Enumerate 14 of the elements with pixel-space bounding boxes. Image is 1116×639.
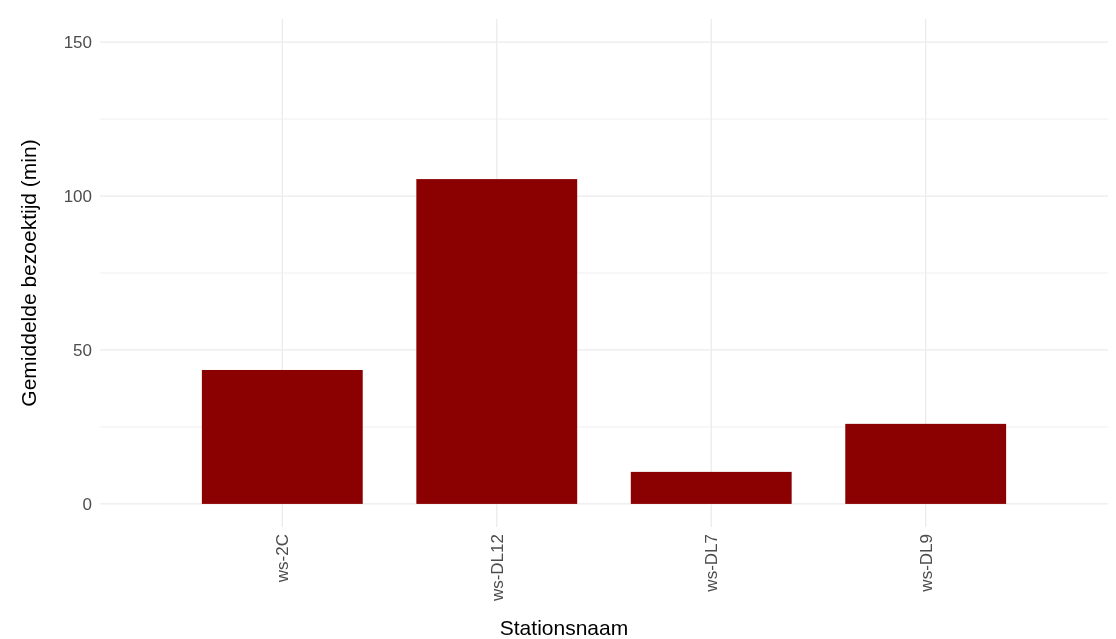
x-axis-title: Stationsnaam <box>499 616 629 639</box>
y-tick-label: 150 <box>63 33 92 53</box>
x-tick-label: ws-2C <box>273 534 293 584</box>
bar <box>201 369 363 504</box>
y-tick-label: 0 <box>82 494 92 514</box>
x-tick-label: ws-DL12 <box>487 534 507 603</box>
bar <box>416 179 578 504</box>
x-tick-label: ws-DL7 <box>702 534 722 593</box>
bar <box>630 471 792 504</box>
y-axis-title: Gemiddelde bezoektijd (min) <box>17 139 40 407</box>
y-tick-label: 50 <box>73 340 92 360</box>
bar <box>845 423 1007 504</box>
y-tick-label: 100 <box>63 186 92 206</box>
x-tick-label: ws-DL9 <box>916 534 936 593</box>
